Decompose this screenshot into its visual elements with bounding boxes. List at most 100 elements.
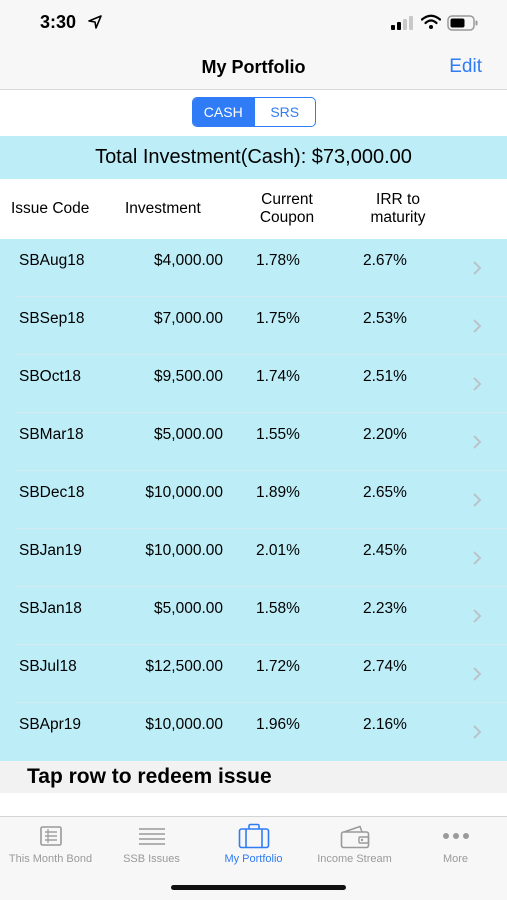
tab-label: SSB Issues (123, 853, 180, 865)
investment-cell: $9,500.00 (154, 368, 223, 385)
cellular-signal-icon (391, 16, 413, 30)
battery-icon (447, 15, 478, 31)
row-divider (16, 296, 507, 297)
table-row[interactable]: SBDec18 $10,000.00 1.89% 2.65% (0, 471, 507, 529)
tab-income-stream[interactable]: Income Stream (304, 817, 405, 877)
investment-cell: $4,000.00 (154, 252, 223, 269)
navigation-bar: My Portfolio Edit (0, 46, 507, 90)
account-type-segmented-control: CASH SRS (192, 97, 316, 127)
row-divider (16, 470, 507, 471)
table-row[interactable]: SBApr19 $10,000.00 1.96% 2.16% (0, 703, 507, 761)
irr-cell: 2.67% (363, 252, 407, 269)
row-divider (16, 354, 507, 355)
irr-cell: 2.53% (363, 310, 407, 327)
chevron-right-icon (473, 493, 482, 507)
coupon-cell: 1.72% (256, 658, 300, 675)
redeem-hint-text: Tap row to redeem issue (27, 765, 272, 788)
coupon-cell: 1.58% (256, 600, 300, 617)
row-divider (16, 702, 507, 703)
portfolio-table-body: SBAug18 $4,000.00 1.78% 2.67% SBSep18 $7… (0, 239, 507, 761)
tab-label: Income Stream (317, 853, 392, 865)
wifi-icon (421, 14, 441, 29)
chevron-right-icon (473, 319, 482, 333)
header-issue-code: Issue Code (11, 200, 90, 217)
investment-cell: $12,500.00 (145, 658, 223, 675)
coupon-cell: 1.74% (256, 368, 300, 385)
issue-code-cell: SBOct18 (19, 368, 82, 385)
investment-cell: $7,000.00 (154, 310, 223, 327)
header-investment: Investment (125, 200, 201, 217)
tab-more[interactable]: More (405, 817, 506, 877)
row-divider (16, 528, 507, 529)
tab-this-month-bond[interactable]: This Month Bond (0, 817, 101, 877)
issue-code-cell: SBSep18 (19, 310, 85, 327)
briefcase-icon (238, 823, 269, 849)
header-irr-line2: maturity (370, 209, 426, 226)
tab-my-portfolio[interactable]: My Portfolio (203, 817, 304, 877)
investment-cell: $10,000.00 (145, 716, 223, 733)
table-row[interactable]: SBJan18 $5,000.00 1.58% 2.23% (0, 587, 507, 645)
table-row[interactable]: SBSep18 $7,000.00 1.75% 2.53% (0, 297, 507, 355)
total-investment-text: Total Investment(Cash): $73,000.00 (95, 146, 412, 168)
row-divider (16, 586, 507, 587)
page-title: My Portfolio (201, 57, 306, 77)
table-row[interactable]: SBMar18 $5,000.00 1.55% 2.20% (0, 413, 507, 471)
investment-cell: $5,000.00 (154, 426, 223, 443)
chevron-right-icon (473, 377, 482, 391)
status-time: 3:30 (40, 12, 77, 32)
issue-code-cell: SBJan19 (19, 542, 82, 559)
segment-cash[interactable]: CASH (193, 98, 254, 126)
home-indicator (171, 885, 346, 890)
tab-bar: This Month Bond SSB Issues My Portfolio … (0, 816, 507, 900)
irr-cell: 2.23% (363, 600, 407, 617)
investment-cell: $10,000.00 (145, 484, 223, 501)
header-irr-to-maturity: IRR to maturity (358, 191, 438, 227)
coupon-cell: 2.01% (256, 542, 300, 559)
issue-code-cell: SBJul18 (19, 658, 77, 675)
issue-code-cell: SBAug18 (19, 252, 85, 269)
coupon-cell: 1.78% (256, 252, 300, 269)
redeem-hint-bar: Tap row to redeem issue (0, 761, 507, 793)
tab-label: More (442, 853, 469, 865)
row-divider (16, 644, 507, 645)
header-current-coupon-line2: Coupon (259, 209, 315, 226)
coupon-cell: 1.89% (256, 484, 300, 501)
more-icon (442, 833, 469, 839)
chevron-right-icon (473, 435, 482, 449)
issue-code-cell: SBDec18 (19, 484, 85, 501)
tab-ssb-issues[interactable]: SSB Issues (101, 817, 202, 877)
header-current-coupon-line1: Current (261, 191, 313, 208)
investment-cell: $5,000.00 (154, 600, 223, 617)
location-arrow-icon (88, 15, 102, 29)
chevron-right-icon (473, 551, 482, 565)
total-investment-banner: Total Investment(Cash): $73,000.00 (0, 136, 507, 179)
status-bar: 3:30 (0, 0, 507, 46)
segment-srs[interactable]: SRS (253, 98, 316, 126)
issue-code-cell: SBJan18 (19, 600, 82, 617)
irr-cell: 2.20% (363, 426, 407, 443)
irr-cell: 2.45% (363, 542, 407, 559)
issue-code-cell: SBApr19 (19, 716, 82, 733)
investment-cell: $10,000.00 (145, 542, 223, 559)
irr-cell: 2.74% (363, 658, 407, 675)
table-row[interactable]: SBJul18 $12,500.00 1.72% 2.74% (0, 645, 507, 703)
chevron-right-icon (473, 261, 482, 275)
coupon-cell: 1.75% (256, 310, 300, 327)
chevron-right-icon (473, 667, 482, 681)
issue-code-cell: SBMar18 (19, 426, 84, 443)
coupon-cell: 1.55% (256, 426, 300, 443)
table-header: Issue Code Investment Current Coupon IRR… (0, 179, 507, 239)
table-row[interactable]: SBJan19 $10,000.00 2.01% 2.45% (0, 529, 507, 587)
tab-label: My Portfolio (224, 853, 283, 865)
chevron-right-icon (473, 725, 482, 739)
edit-button[interactable]: Edit (449, 56, 482, 77)
table-row[interactable]: SBAug18 $4,000.00 1.78% 2.67% (0, 239, 507, 297)
header-current-coupon: Current Coupon (250, 191, 324, 227)
list-icon (138, 828, 165, 845)
irr-cell: 2.65% (363, 484, 407, 501)
row-divider (16, 412, 507, 413)
irr-cell: 2.51% (363, 368, 407, 385)
coupon-cell: 1.96% (256, 716, 300, 733)
table-row[interactable]: SBOct18 $9,500.00 1.74% 2.51% (0, 355, 507, 413)
document-icon (39, 826, 62, 846)
